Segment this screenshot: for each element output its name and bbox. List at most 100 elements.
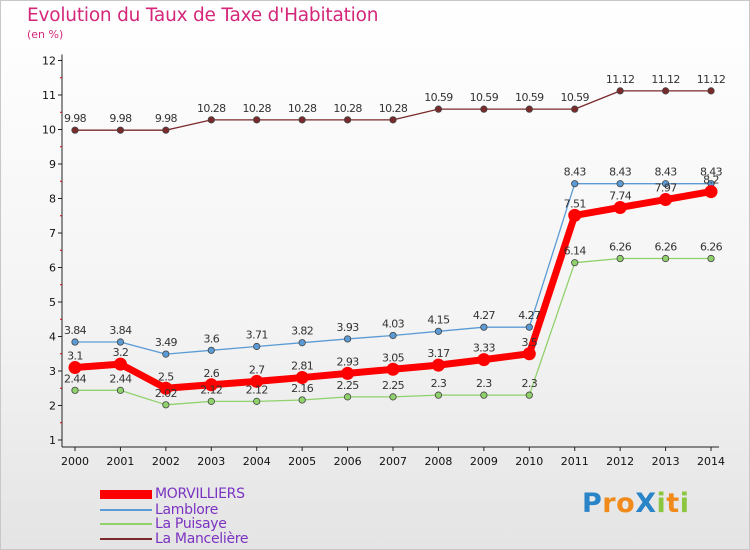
- data-label: 11.12: [651, 73, 680, 86]
- data-label: 7.51: [564, 197, 586, 210]
- data-label: 3.71: [246, 329, 268, 342]
- data-point: [571, 105, 579, 113]
- data-label: 7.74: [609, 189, 632, 202]
- x-tick-label: 2002: [152, 455, 180, 468]
- logo-letter: t: [666, 488, 680, 519]
- data-point: [162, 126, 170, 134]
- data-label: 8.43: [564, 166, 587, 179]
- data-label: 3.2: [113, 346, 129, 359]
- data-label: 2.25: [382, 379, 405, 392]
- data-label: 8.2: [703, 174, 719, 187]
- x-tick-label: 2008: [424, 455, 452, 468]
- data-point: [571, 180, 579, 188]
- legend-swatch: [100, 490, 152, 499]
- data-point: [434, 327, 443, 335]
- data-point: [480, 391, 488, 399]
- y-tick-label: 3: [49, 365, 56, 378]
- data-point: [341, 366, 355, 380]
- logo-letter: i: [656, 488, 667, 519]
- data-point: [253, 342, 261, 351]
- data-label: 3.5: [521, 336, 537, 349]
- data-point: [159, 381, 173, 395]
- data-label: 2.44: [109, 372, 132, 385]
- data-label: 10.59: [470, 91, 499, 104]
- y-tick-label: 2: [49, 400, 56, 413]
- data-point: [343, 393, 352, 401]
- chart-unit-label: (en %): [27, 28, 64, 41]
- y-tick-label: 6: [49, 262, 56, 275]
- data-point: [568, 208, 582, 222]
- data-label: 4.27: [473, 309, 496, 322]
- data-point: [71, 338, 79, 346]
- logo-letter: r: [602, 488, 617, 519]
- data-point: [204, 378, 218, 392]
- data-label: 2.6: [203, 367, 219, 380]
- x-tick-label: 2000: [61, 455, 89, 468]
- proxiti-logo: ProXiti: [582, 488, 689, 519]
- data-label: 2.3: [521, 377, 537, 390]
- data-label: 2.12: [246, 383, 268, 396]
- data-label: 3.1: [67, 350, 83, 363]
- data-label: 2.81: [291, 360, 313, 373]
- data-label: 6.26: [655, 241, 678, 254]
- data-label: 2.02: [155, 387, 177, 400]
- data-label: 3.33: [473, 342, 496, 355]
- data-label: 10.28: [379, 102, 408, 115]
- logo-letter: i: [679, 488, 690, 519]
- data-label: 4.15: [427, 313, 450, 326]
- y-tick-label: 5: [49, 296, 56, 309]
- data-point: [389, 331, 397, 340]
- y-tick-label: 10: [42, 124, 56, 137]
- data-point: [68, 361, 82, 375]
- data-point: [253, 116, 261, 124]
- data-label: 8.43: [700, 166, 723, 179]
- data-label: 3.84: [64, 324, 87, 337]
- data-point: [389, 116, 397, 124]
- x-tick-label: 2005: [288, 455, 316, 468]
- data-label: 10.59: [424, 91, 453, 104]
- x-tick-label: 2003: [197, 455, 225, 468]
- data-label: 2.5: [158, 370, 174, 383]
- data-point: [571, 259, 579, 267]
- data-label: 9.98: [109, 112, 132, 125]
- data-label: 2.93: [337, 355, 360, 368]
- x-tick-label: 2009: [470, 455, 498, 468]
- data-label: 2.3: [431, 377, 447, 390]
- data-point: [295, 371, 309, 385]
- data-point: [207, 116, 215, 124]
- x-tick-label: 2012: [606, 455, 634, 468]
- data-label: 6.26: [609, 241, 632, 254]
- data-label: 3.05: [382, 351, 405, 364]
- data-point: [343, 116, 352, 124]
- data-label: 7.97: [655, 182, 678, 195]
- data-point: [116, 338, 125, 346]
- data-point: [207, 346, 215, 354]
- data-point: [616, 180, 624, 188]
- data-label: 4.27: [518, 309, 541, 322]
- x-tick-label: 2013: [652, 455, 680, 468]
- data-label: 10.28: [288, 102, 317, 115]
- chart-title: Evolution du Taux de Taxe d'Habitation: [27, 5, 379, 26]
- data-label: 11.12: [697, 73, 726, 86]
- data-point: [480, 323, 488, 331]
- legend-swatch: [100, 538, 152, 540]
- data-point: [207, 397, 215, 405]
- data-point: [298, 396, 306, 404]
- data-point: [343, 335, 352, 343]
- data-label: 2.3: [476, 377, 492, 390]
- data-point: [434, 105, 443, 113]
- y-tick-label: 11: [42, 89, 56, 102]
- data-label: 3.93: [337, 321, 360, 334]
- logo-letter: o: [616, 488, 636, 519]
- data-label: 9.98: [155, 112, 178, 125]
- legend-swatch: [100, 509, 152, 511]
- data-point: [525, 391, 533, 399]
- data-label: 9.98: [64, 112, 87, 125]
- data-point: [386, 362, 400, 376]
- data-label: 3.82: [291, 325, 313, 338]
- data-point: [707, 87, 715, 95]
- data-point: [707, 254, 715, 263]
- y-tick-label: 8: [49, 193, 56, 206]
- data-point: [525, 323, 533, 331]
